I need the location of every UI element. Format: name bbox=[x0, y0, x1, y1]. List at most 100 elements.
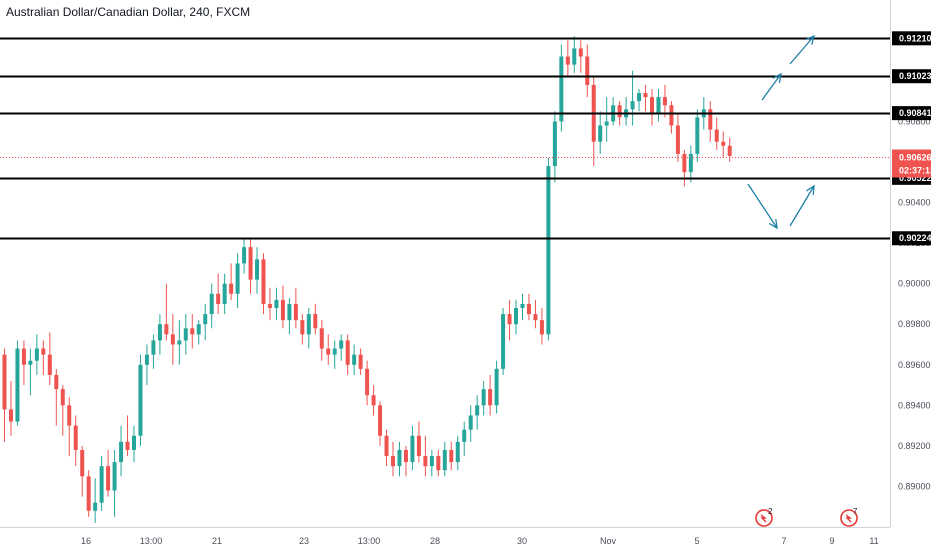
candle bbox=[112, 449, 117, 517]
arrow-head bbox=[805, 34, 815, 45]
candle bbox=[170, 314, 175, 365]
economic-event-icon[interactable]: 2 bbox=[755, 507, 773, 527]
level-price-tag[interactable]: 0.90224 bbox=[892, 231, 932, 246]
candle-body bbox=[585, 56, 590, 85]
candle-body bbox=[242, 247, 247, 264]
candle-body bbox=[54, 374, 59, 390]
candle-body bbox=[578, 48, 583, 57]
candle bbox=[86, 470, 91, 517]
candle bbox=[552, 111, 557, 183]
candle-body bbox=[378, 405, 383, 436]
candle-body bbox=[403, 449, 408, 463]
level-tag-text: 0.90522 bbox=[899, 173, 932, 183]
candle-body bbox=[617, 105, 622, 118]
candle bbox=[306, 308, 311, 349]
candle-body bbox=[144, 354, 149, 365]
candle bbox=[688, 145, 693, 183]
time-axis[interactable]: 16 13:00 21 23 13:00 28 30 Nov 5 7 9 11 bbox=[81, 536, 879, 546]
candle-body bbox=[73, 425, 78, 450]
candle-body bbox=[319, 328, 324, 349]
candle-body bbox=[67, 405, 72, 426]
candle-body bbox=[80, 449, 85, 477]
candle-body bbox=[293, 303, 298, 321]
candle bbox=[423, 435, 428, 477]
candle bbox=[339, 334, 344, 361]
economic-event-icon[interactable]: 7 bbox=[840, 507, 858, 527]
candle bbox=[222, 273, 227, 315]
current-price-bg bbox=[892, 149, 931, 178]
candle-body bbox=[177, 340, 182, 345]
current-price-tag[interactable]: 0.90626 02:37:13 bbox=[892, 149, 932, 178]
candle bbox=[378, 401, 383, 446]
candle bbox=[54, 368, 59, 426]
candle-body bbox=[138, 364, 143, 436]
candle-body bbox=[119, 441, 124, 463]
projection-arrow[interactable] bbox=[789, 34, 815, 65]
candle-body bbox=[669, 105, 674, 126]
level-price-tag[interactable]: 0.91023 bbox=[892, 69, 932, 84]
candle-body bbox=[216, 293, 221, 304]
candle-body bbox=[533, 314, 538, 321]
candle bbox=[47, 332, 52, 386]
projection-arrow[interactable] bbox=[789, 184, 815, 227]
projection-arrow[interactable] bbox=[761, 72, 782, 101]
level-tag-text: 0.90841 bbox=[899, 108, 932, 118]
level-tag-bg bbox=[892, 69, 931, 84]
candle bbox=[183, 314, 188, 355]
level-price-tag[interactable]: 0.91210 bbox=[892, 31, 932, 46]
candle-body bbox=[332, 348, 337, 355]
candle bbox=[559, 44, 564, 132]
time-tick-label: 30 bbox=[517, 536, 527, 546]
time-tick-label: 16 bbox=[81, 536, 91, 546]
candle bbox=[643, 84, 648, 112]
price-tick-label: 0.90800 bbox=[898, 116, 931, 126]
arrow-head bbox=[772, 72, 782, 83]
candle bbox=[371, 385, 376, 416]
candle-body bbox=[501, 314, 506, 369]
arrow-head bbox=[768, 218, 778, 230]
time-tick-label: 7 bbox=[781, 536, 786, 546]
candle-body bbox=[345, 340, 350, 365]
candle bbox=[196, 320, 201, 345]
candle-body bbox=[93, 502, 98, 511]
candle bbox=[475, 395, 480, 430]
candle-body bbox=[721, 141, 726, 146]
candle-body bbox=[229, 283, 234, 294]
candle-body bbox=[248, 247, 253, 280]
projection-arrow[interactable] bbox=[747, 183, 778, 230]
candle bbox=[8, 381, 13, 436]
projection-arrows bbox=[747, 34, 815, 230]
candle bbox=[235, 253, 240, 308]
time-tick-label: 5 bbox=[694, 536, 699, 546]
candle bbox=[624, 97, 629, 126]
candle bbox=[326, 334, 331, 365]
candle bbox=[695, 109, 700, 162]
candle bbox=[242, 239, 247, 274]
candle bbox=[274, 287, 279, 321]
candle-body bbox=[565, 56, 570, 65]
price-axis[interactable]: 0.89000 0.89200 0.89400 0.89600 0.89800 0.900… bbox=[892, 31, 932, 491]
level-price-tag[interactable]: 0.90841 bbox=[892, 106, 932, 121]
level-tag-text: 0.90224 bbox=[899, 233, 932, 243]
candle-body bbox=[34, 348, 39, 361]
candle bbox=[675, 113, 680, 162]
candle-body bbox=[468, 415, 473, 430]
candle-body bbox=[151, 340, 156, 355]
time-tick-label: 13:00 bbox=[140, 536, 163, 546]
candle-body bbox=[552, 121, 557, 167]
candle-body bbox=[714, 129, 719, 142]
candle-body bbox=[442, 449, 447, 471]
candle bbox=[662, 84, 667, 118]
candle bbox=[578, 40, 583, 73]
price-tick-label: 0.89000 bbox=[898, 481, 931, 491]
candle-body bbox=[41, 348, 46, 355]
candle-body bbox=[682, 153, 687, 173]
candle bbox=[656, 89, 661, 122]
candle bbox=[41, 340, 46, 375]
candle-body bbox=[28, 360, 33, 365]
candle-body bbox=[132, 435, 136, 450]
candle bbox=[462, 421, 467, 457]
candle bbox=[714, 117, 719, 150]
